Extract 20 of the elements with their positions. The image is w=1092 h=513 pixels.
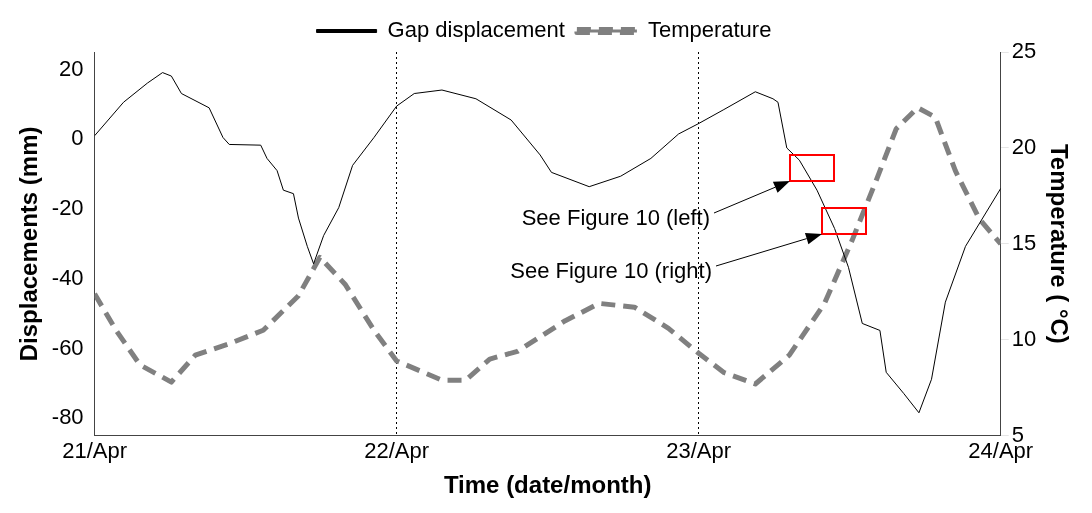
y2-tick-label: 10 (1011, 325, 1037, 351)
y-tick-label: 0 (71, 125, 84, 151)
x-axis-title: Time (date/month) (443, 471, 652, 499)
x-tick-label: 23/Apr (666, 438, 732, 464)
y2-tick-label: 25 (1011, 38, 1037, 64)
y-tick-label: -20 (51, 195, 84, 221)
y-tick-label: 20 (59, 55, 84, 81)
legend-label: Temperature (647, 17, 772, 43)
y-axis-title: Displacements (mm) (15, 126, 43, 362)
x-tick-label: 22/Apr (364, 438, 430, 464)
y-tick-label: -80 (51, 404, 84, 430)
annotation: See Figure 10 (left) (521, 205, 710, 231)
y2-tick-label: 20 (1011, 134, 1037, 160)
y2-tick-label: 15 (1011, 229, 1037, 255)
y-tick-label: -60 (51, 334, 84, 360)
x-tick-label: 21/Apr (62, 438, 128, 464)
y2-axis-title: Temperature ( °C) (1045, 143, 1073, 344)
annotation: See Figure 10 (right) (510, 258, 712, 284)
y-tick-label: -40 (51, 264, 84, 290)
legend-label: Gap displacement (387, 17, 565, 43)
